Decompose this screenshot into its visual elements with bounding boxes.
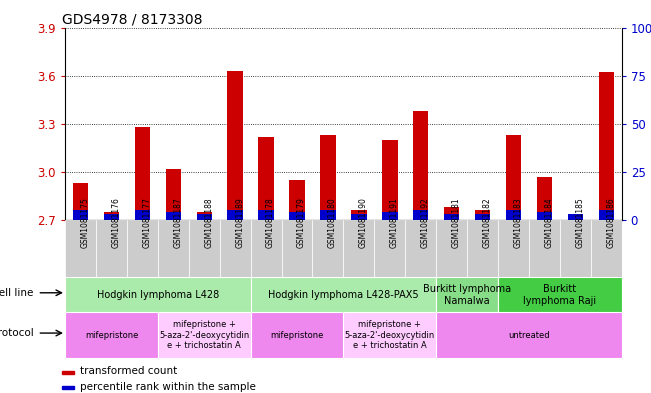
Bar bbox=[62, 371, 74, 373]
Text: untreated: untreated bbox=[508, 331, 549, 340]
Bar bbox=[598, 72, 614, 220]
Bar bbox=[436, 312, 622, 358]
Bar bbox=[320, 211, 336, 220]
Text: Hodgkin lymphoma L428-PAX5: Hodgkin lymphoma L428-PAX5 bbox=[268, 290, 419, 300]
Text: GSM1081186: GSM1081186 bbox=[606, 198, 615, 248]
Bar bbox=[65, 312, 158, 358]
Text: mifepristone: mifepristone bbox=[85, 331, 138, 340]
Bar bbox=[104, 214, 119, 220]
Bar bbox=[281, 220, 312, 277]
Bar bbox=[498, 277, 622, 312]
Bar bbox=[568, 215, 583, 220]
Bar bbox=[444, 214, 460, 220]
Bar bbox=[73, 211, 89, 220]
Text: GSM1081182: GSM1081182 bbox=[482, 198, 492, 248]
Bar bbox=[251, 220, 281, 277]
Text: Burkitt lymphoma
Namalwa: Burkitt lymphoma Namalwa bbox=[423, 284, 511, 305]
Text: GSM1081179: GSM1081179 bbox=[297, 198, 306, 248]
Bar bbox=[219, 220, 251, 277]
Bar bbox=[135, 127, 150, 220]
Bar bbox=[590, 220, 622, 277]
Text: GDS4978 / 8173308: GDS4978 / 8173308 bbox=[62, 12, 203, 26]
Text: mifepristone: mifepristone bbox=[270, 331, 324, 340]
Bar bbox=[413, 211, 428, 220]
Bar bbox=[560, 220, 590, 277]
Bar bbox=[65, 220, 96, 277]
Bar bbox=[374, 220, 405, 277]
Text: GSM1081175: GSM1081175 bbox=[81, 198, 90, 248]
Text: GSM1081176: GSM1081176 bbox=[111, 198, 120, 248]
Bar bbox=[568, 214, 583, 220]
Bar bbox=[135, 211, 150, 220]
Bar bbox=[197, 214, 212, 220]
Bar bbox=[598, 211, 614, 220]
Text: GSM1081178: GSM1081178 bbox=[266, 198, 275, 248]
Text: GSM1081181: GSM1081181 bbox=[452, 198, 461, 248]
Text: GSM1081190: GSM1081190 bbox=[359, 198, 368, 248]
Text: GSM1081185: GSM1081185 bbox=[575, 198, 585, 248]
Text: Hodgkin lymphoma L428: Hodgkin lymphoma L428 bbox=[97, 290, 219, 300]
Bar bbox=[413, 111, 428, 220]
Text: GSM1081187: GSM1081187 bbox=[173, 198, 182, 248]
Bar bbox=[444, 207, 460, 220]
Bar bbox=[320, 135, 336, 220]
Text: GSM1081192: GSM1081192 bbox=[421, 198, 430, 248]
Bar bbox=[197, 212, 212, 220]
Bar bbox=[65, 277, 251, 312]
Text: GSM1081191: GSM1081191 bbox=[390, 198, 399, 248]
Bar bbox=[467, 220, 498, 277]
Bar bbox=[536, 212, 552, 220]
Bar bbox=[251, 277, 436, 312]
Bar bbox=[382, 212, 398, 220]
Bar bbox=[405, 220, 436, 277]
Bar bbox=[127, 220, 158, 277]
Text: transformed count: transformed count bbox=[80, 366, 177, 376]
Bar bbox=[536, 177, 552, 220]
Bar bbox=[289, 180, 305, 220]
Bar bbox=[165, 169, 181, 220]
Bar bbox=[73, 183, 89, 220]
Bar bbox=[258, 211, 274, 220]
Text: protocol: protocol bbox=[0, 328, 34, 338]
Text: GSM1081188: GSM1081188 bbox=[204, 198, 214, 248]
Bar bbox=[529, 220, 560, 277]
Bar bbox=[343, 312, 436, 358]
Bar bbox=[289, 212, 305, 220]
Bar bbox=[506, 211, 521, 220]
Bar bbox=[475, 214, 490, 220]
Text: GSM1081180: GSM1081180 bbox=[328, 198, 337, 248]
Bar bbox=[475, 211, 490, 220]
Bar bbox=[351, 214, 367, 220]
Text: GSM1081189: GSM1081189 bbox=[235, 198, 244, 248]
Bar bbox=[498, 220, 529, 277]
Text: GSM1081184: GSM1081184 bbox=[544, 198, 553, 248]
Text: cell line: cell line bbox=[0, 288, 34, 298]
Bar bbox=[382, 140, 398, 220]
Text: Burkitt
lymphoma Raji: Burkitt lymphoma Raji bbox=[523, 284, 596, 305]
Bar bbox=[158, 312, 251, 358]
Bar bbox=[189, 220, 219, 277]
Bar bbox=[506, 135, 521, 220]
Bar bbox=[227, 71, 243, 220]
Text: percentile rank within the sample: percentile rank within the sample bbox=[80, 382, 256, 392]
Bar bbox=[251, 312, 343, 358]
Bar bbox=[343, 220, 374, 277]
Bar bbox=[165, 212, 181, 220]
Bar bbox=[227, 211, 243, 220]
Bar bbox=[158, 220, 189, 277]
Bar bbox=[258, 137, 274, 220]
Bar bbox=[312, 220, 343, 277]
Bar bbox=[436, 277, 498, 312]
Bar bbox=[62, 386, 74, 389]
Text: mifepristone +
5-aza-2'-deoxycytidin
e + trichostatin A: mifepristone + 5-aza-2'-deoxycytidin e +… bbox=[344, 320, 435, 350]
Text: mifepristone +
5-aza-2'-deoxycytidin
e + trichostatin A: mifepristone + 5-aza-2'-deoxycytidin e +… bbox=[159, 320, 249, 350]
Bar bbox=[436, 220, 467, 277]
Bar bbox=[96, 220, 127, 277]
Bar bbox=[104, 212, 119, 220]
Text: GSM1081183: GSM1081183 bbox=[514, 198, 523, 248]
Bar bbox=[351, 211, 367, 220]
Text: GSM1081177: GSM1081177 bbox=[143, 198, 152, 248]
